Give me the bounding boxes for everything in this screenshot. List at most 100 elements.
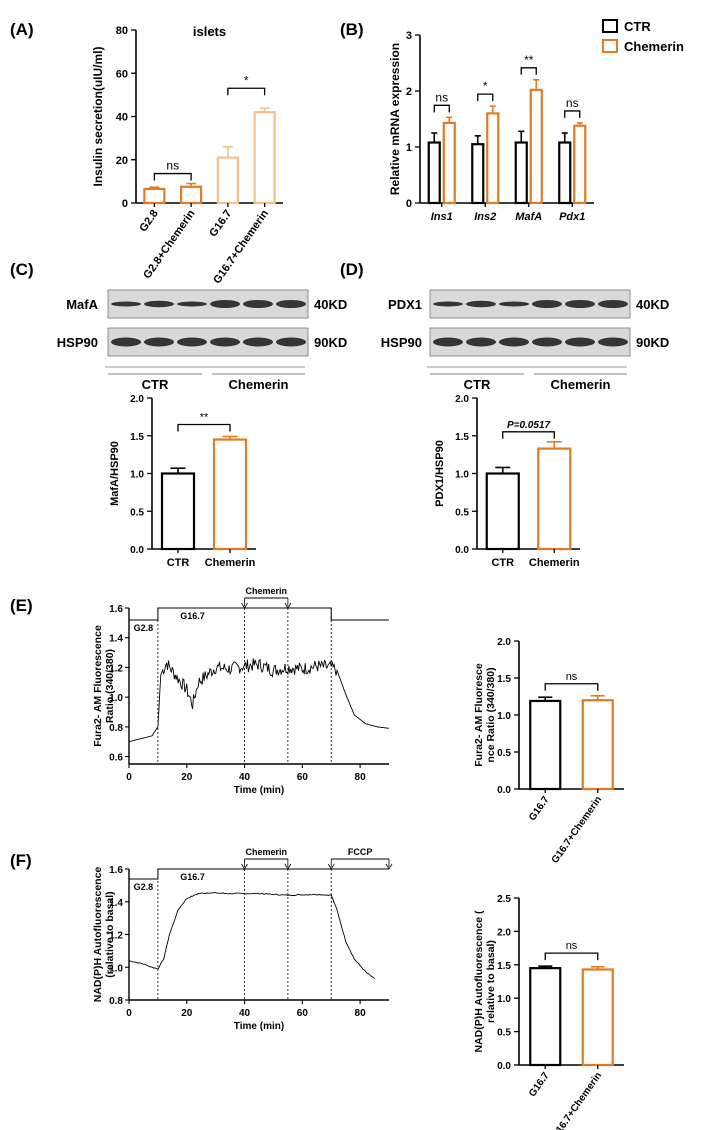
significance-bracket [153, 172, 192, 181]
x-tick-label: Chemerin [529, 557, 580, 569]
blot-band [144, 300, 174, 308]
chart-d-pdx1-hsp90: 0.0 0.5 1.0 1.5 2.0 PDX1/HSP90 CTR Chemerin P=0.… [434, 394, 580, 569]
y-tick-label: 80 [116, 25, 128, 37]
y-tick-label: 60 [116, 68, 128, 80]
x-tick-label: 20 [181, 1008, 193, 1019]
bar [529, 699, 562, 791]
x-tick-label: Pdx1 [559, 211, 585, 223]
significance-bracket [544, 952, 599, 961]
y-tick-label: 1.4 [109, 634, 123, 645]
x-tick-label: 80 [355, 772, 367, 783]
y-tick-label: 1.5 [497, 961, 511, 972]
significance-bracket [564, 110, 581, 118]
y-tick-label: 1.0 [109, 963, 123, 974]
group-label: Chemerin [551, 377, 611, 392]
x-tick-label: G2.8 [137, 208, 161, 234]
blot-band [598, 337, 628, 347]
chart-c-mafa-hsp90: 0.0 0.5 1.0 1.5 2.0 MafA/HSP90 CTR Chemerin ** [109, 394, 256, 569]
blot-band [144, 337, 174, 347]
significance-label: ns [566, 940, 578, 952]
significance-label: P=0.0517 [507, 420, 551, 431]
y-tick-label: 0.5 [455, 507, 469, 518]
y-tick-label: 0.0 [455, 545, 469, 556]
significance-label: ns [566, 96, 579, 110]
legend-swatch [602, 19, 618, 33]
blot-band [499, 301, 529, 307]
x-axis-label: Time (min) [234, 1021, 284, 1032]
x-tick-label: G16.7+Chemerin [550, 794, 604, 865]
y-tick-label: 1.0 [130, 470, 144, 481]
y-tick-label: 0 [122, 198, 128, 210]
panel-letter-d: (D) [340, 260, 364, 279]
x-tick-label: CTR [167, 557, 190, 569]
y-tick-label: 2.0 [497, 927, 511, 938]
x-tick-label: 20 [181, 772, 193, 783]
bar [486, 112, 500, 205]
y-tick-label: 0.0 [130, 545, 144, 556]
significance-bracket [227, 87, 266, 96]
western-blot-d: PDX1 40KD HSP90 90KD CTR Chemerin [381, 289, 669, 392]
y-tick-label: 1.5 [130, 432, 144, 443]
blot-band [276, 337, 306, 347]
y-tick-label: 2.0 [455, 394, 469, 405]
blot-protein-label: PDX1 [388, 297, 422, 312]
x-tick-label: G16.7 [527, 1070, 552, 1099]
y-tick-label: 2.0 [130, 394, 144, 405]
treatment-arrow [241, 859, 248, 870]
x-tick-label: G16.7+Chemerin [550, 1070, 604, 1130]
legend-swatch [602, 39, 618, 53]
protocol-line [129, 868, 389, 880]
y-axis-label: Fura2- AM FluorescenceRatio (340/380) [92, 625, 116, 747]
blot-strip [107, 327, 309, 357]
blot-band [532, 300, 562, 308]
trace-line [128, 658, 390, 743]
trace-line [128, 892, 375, 980]
y-tick-label: 1.0 [497, 711, 511, 722]
legend-label: CTR [624, 19, 651, 34]
protocol-line [129, 607, 389, 621]
y-tick-label: 1.0 [109, 693, 123, 704]
bar [216, 156, 239, 205]
y-axis-label: MafA/HSP90 [109, 441, 121, 506]
significance-label: * [244, 73, 249, 87]
y-tick-label: 0.5 [497, 1028, 511, 1039]
significance-label: ns [566, 671, 578, 683]
y-tick-label: 1.2 [109, 663, 123, 674]
blot-protein-label: MafA [66, 297, 98, 312]
significance-label: ns [435, 90, 448, 104]
y-tick-label: 0.5 [497, 748, 511, 759]
blot-band [111, 337, 141, 347]
blot-band [565, 337, 595, 347]
bar [442, 121, 456, 205]
bar [160, 472, 196, 551]
y-tick-label: 0.8 [109, 723, 123, 734]
y-axis-label: PDX1/HSP90 [434, 440, 446, 507]
x-tick-label: 60 [297, 1008, 309, 1019]
blot-band [177, 337, 207, 347]
treatment-arrow [327, 859, 335, 870]
y-tick-label: 0.6 [109, 753, 123, 764]
bar [427, 141, 441, 205]
y-tick-label: 40 [116, 112, 128, 124]
chart-title: islets [193, 24, 226, 39]
y-tick-label: 1.5 [455, 432, 469, 443]
bar [485, 472, 520, 551]
chart-e-calcium-bar: 0.0 0.5 1.0 1.5 2.0 Fura2- AM Fluorescence Ra… [473, 637, 624, 866]
group-label: CTR [464, 377, 491, 392]
x-tick-label: 60 [297, 772, 309, 783]
blot-band [243, 300, 273, 308]
y-axis-label: NAD(P)H Autofluorescence(relative to bas… [92, 867, 116, 1003]
blot-band [177, 301, 207, 307]
blot-band [433, 301, 463, 307]
treatment-arrow [284, 859, 292, 870]
x-tick-label: Chemerin [205, 557, 256, 569]
chart-f-nadph-trace: 0.8 1.0 1.2 1.4 1.6 0 20 40 60 80 Time (min) NAD(P)… [92, 847, 393, 1032]
y-tick-label: 1.6 [109, 604, 123, 615]
bar [253, 111, 276, 205]
blot-size-label: 40KD [314, 297, 347, 312]
western-blot-c: MafA 40KD HSP90 90KD CTR Chemerin [57, 289, 347, 392]
y-tick-label: 3 [406, 30, 412, 42]
y-tick-label: 0.0 [497, 785, 511, 796]
